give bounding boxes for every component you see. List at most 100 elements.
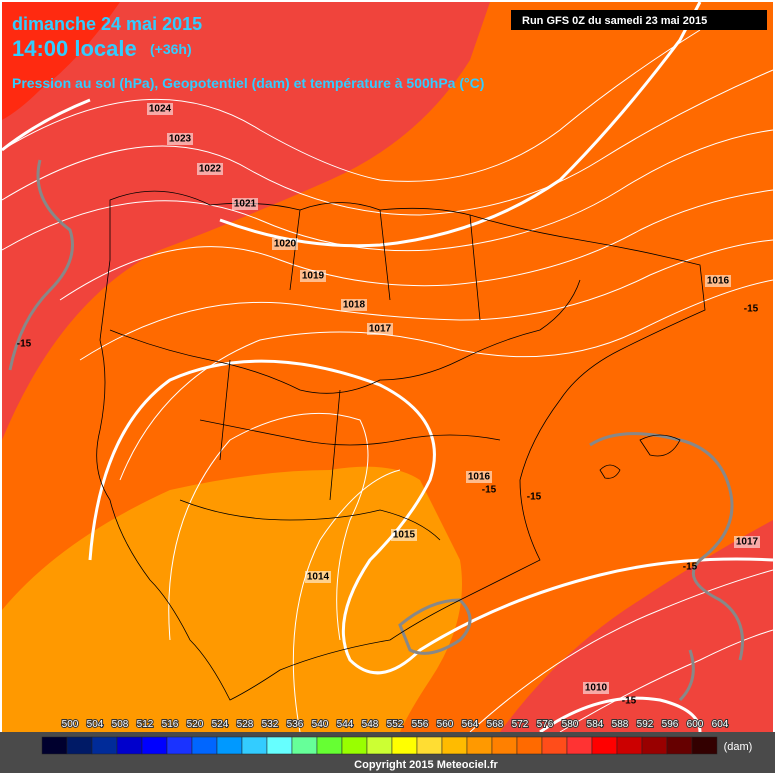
offset: (+36h)	[150, 41, 192, 57]
isobars	[1, 29, 774, 733]
header: dimanche 24 mai 2015 14:00 locale (+36h)…	[12, 10, 767, 91]
colorbar-swatch	[616, 736, 643, 755]
colorbar-swatch	[491, 736, 518, 755]
colorbar-tick-label: 580	[562, 719, 579, 730]
colorbar-swatch	[41, 736, 68, 755]
isobar-label: 1016	[707, 276, 730, 287]
isobar-label: 1022	[199, 164, 222, 175]
colorbar-swatch	[641, 736, 668, 755]
isobar-label: 1014	[307, 572, 330, 583]
colorbar-swatch	[116, 736, 143, 755]
colorbar-tick-label: 564	[462, 719, 479, 730]
colorbar-swatch	[441, 736, 468, 755]
labels: 1024 1023 1022 1021 1020 1019 1018 1017 1016 1015…	[17, 103, 760, 707]
temperature-label: -15	[527, 492, 542, 503]
colorbar-swatch	[241, 736, 268, 755]
isobar-label-bg	[147, 103, 173, 115]
description: Pression au sol (hPa), Geopotentiel (dam…	[12, 75, 484, 91]
colorbar-tick-label: 504	[87, 719, 104, 730]
colorbar-tick-label: 576	[537, 719, 554, 730]
temperature-isolines	[8, 159, 744, 702]
colorbar-swatch	[216, 736, 243, 755]
colorbar-tick-label: 544	[337, 719, 354, 730]
colorbar-tick-label: 600	[687, 719, 704, 730]
isobar-label-bg	[272, 238, 298, 250]
isobar-label: 1023	[169, 134, 192, 145]
colorbar-tick-label: 560	[437, 719, 454, 730]
colorbar-tick-label: 512	[137, 719, 154, 730]
isobar-label: 1020	[274, 239, 297, 250]
field-580-se	[500, 520, 773, 732]
colorbar-tick-label: 540	[312, 719, 329, 730]
isobar-label: 1019	[302, 271, 325, 282]
temperature-label: -15	[17, 339, 32, 350]
date: dimanche 24 mai 2015	[12, 14, 202, 34]
colorbar-tick-label: 604	[712, 719, 729, 730]
colorbar-swatch	[66, 736, 93, 755]
isobar-label-bg	[391, 529, 417, 541]
isobar-label-bg	[734, 536, 760, 548]
isobar-label-bg	[300, 270, 326, 282]
colorbar-swatch	[466, 736, 493, 755]
colorbar-swatch	[541, 736, 568, 755]
colorbar-tick-label: 548	[362, 719, 379, 730]
colorbar-swatch	[166, 736, 193, 755]
colorbar-tick-label: 596	[662, 719, 679, 730]
time: 14:00 locale	[12, 36, 137, 61]
colorbar-swatch	[566, 736, 593, 755]
colorbar-swatch	[666, 736, 693, 755]
colorbar-swatch	[91, 736, 118, 755]
colorbar-swatch	[291, 736, 318, 755]
isobar-label-bg	[583, 682, 609, 694]
temperature-label: -15	[744, 304, 759, 315]
colorbar-unit: (dam)	[724, 741, 753, 753]
colorbar-tick-label: 524	[212, 719, 229, 730]
colorbar-tick-label: 584	[587, 719, 604, 730]
isobar-label: 1021	[234, 199, 257, 210]
map-area	[1, 1, 774, 734]
colorbar-swatch	[266, 736, 293, 755]
temperature-label: -15	[622, 696, 637, 707]
isobar-label-bg	[466, 471, 492, 483]
isobar-label-bg	[705, 275, 731, 287]
colorbar-tick-label: 592	[637, 719, 654, 730]
colorbar-tick-label: 568	[487, 719, 504, 730]
isobar-label-bg	[305, 571, 331, 583]
colorbar-tick-label: 508	[112, 719, 129, 730]
isobar-label-bg	[341, 299, 367, 311]
colorbar-tick-label: 532	[262, 719, 279, 730]
run-info: Run GFS 0Z du samedi 23 mai 2015	[522, 15, 707, 27]
isobar-label: 1017	[736, 537, 759, 548]
colorbar-swatch	[341, 736, 368, 755]
isobar-label: 1016	[468, 472, 491, 483]
colorbar-tick-label: 588	[612, 719, 629, 730]
colorbar-tick-label: 520	[187, 719, 204, 730]
isobar-label-bg	[167, 133, 193, 145]
temperature-label: -15	[482, 485, 497, 496]
colorbar-swatch	[316, 736, 343, 755]
isobar-label: 1018	[343, 300, 366, 311]
isobar-label-bg	[232, 198, 258, 210]
isobar-label: 1015	[393, 530, 416, 541]
colorbar: (dam) Copyright 2015 Meteociel.fr 500 504…	[0, 718, 775, 773]
isobar-label-bg	[367, 323, 393, 335]
field-580	[2, 2, 490, 440]
isobar-label: 1010	[585, 683, 608, 694]
colorbar-tick-label: 572	[512, 719, 529, 730]
colorbar-swatch	[591, 736, 618, 755]
colorbar-swatch	[141, 736, 168, 755]
field-584	[2, 2, 120, 120]
colorbar-tick-label: 528	[237, 719, 254, 730]
colorbar-tick-label: 552	[387, 719, 404, 730]
colorbar-swatch	[416, 736, 443, 755]
colorbar-swatch	[391, 736, 418, 755]
colorbar-tick-label: 536	[287, 719, 304, 730]
colorbar-tick-label: 516	[162, 719, 179, 730]
isobar-label: 1017	[369, 324, 392, 335]
colorbar-tick-label: 500	[62, 719, 79, 730]
temperature-label: -15	[683, 562, 698, 573]
isobars-major	[1, 1, 774, 734]
colorbar-swatch	[191, 736, 218, 755]
colorbar-tick-label: 556	[412, 719, 429, 730]
